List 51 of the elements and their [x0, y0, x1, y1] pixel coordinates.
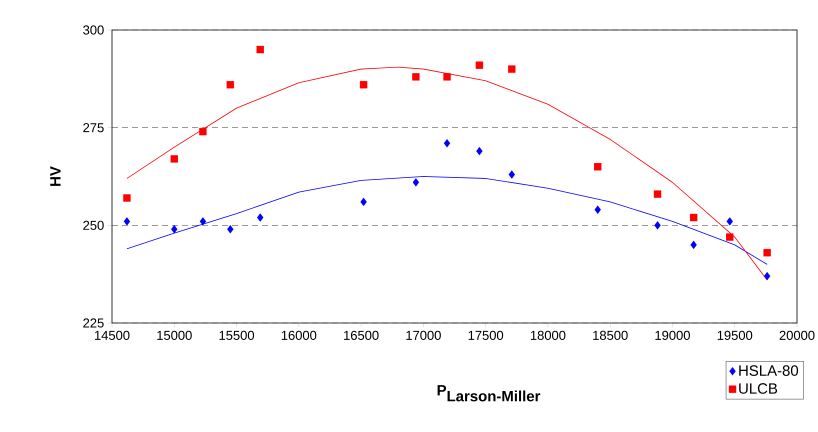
point [256, 46, 264, 54]
y-axis-title: HV [50, 166, 61, 186]
point [726, 233, 734, 241]
point [199, 128, 207, 136]
point [726, 217, 733, 226]
point [763, 248, 771, 256]
y-tick-label: 250 [83, 220, 104, 230]
point [594, 206, 601, 214]
point [764, 272, 770, 280]
x-tick-label: 14500 [94, 330, 130, 340]
legend-label: HSLA-80 [739, 365, 798, 376]
point [508, 65, 516, 73]
point [654, 221, 661, 230]
x-tick-label: 17500 [468, 330, 504, 340]
point [171, 225, 178, 234]
x-axis-title: $\textbf{P}_{\textbf{Larson-Miller}}$ [438, 385, 540, 402]
point [124, 217, 130, 226]
point [412, 178, 420, 187]
x-tick-label: 18000 [530, 330, 566, 340]
point [360, 80, 368, 88]
point [594, 163, 602, 170]
x-tick-label: 18500 [593, 330, 628, 340]
point [412, 73, 420, 81]
x-tick-label: 17000 [406, 330, 441, 340]
y-tick-label: 275 [83, 123, 104, 132]
point [444, 139, 450, 148]
point [200, 217, 206, 226]
x-tick-label: 19500 [718, 330, 752, 340]
x-tick-label: 16000 [282, 330, 316, 340]
point [257, 213, 264, 222]
point [170, 155, 178, 163]
point [476, 61, 484, 69]
y-tick-label: 300 [83, 25, 104, 35]
point [443, 73, 451, 81]
point [227, 225, 234, 234]
line-series [126, 176, 768, 265]
x-tick-label: 20000 [780, 330, 815, 340]
x-tick-label: 15000 [157, 330, 192, 340]
x-tick-label: 19000 [655, 330, 690, 340]
point [476, 146, 483, 156]
point [226, 80, 234, 88]
point [690, 214, 698, 222]
point [508, 170, 515, 179]
x-tick-label: 16500 [344, 330, 379, 340]
point [690, 240, 697, 250]
point [360, 198, 367, 206]
legend-label: ULCB [739, 383, 778, 394]
point [654, 190, 662, 198]
y-tick-label: 225 [83, 318, 104, 328]
x-tick-label: 15500 [220, 330, 254, 340]
point [123, 194, 131, 202]
